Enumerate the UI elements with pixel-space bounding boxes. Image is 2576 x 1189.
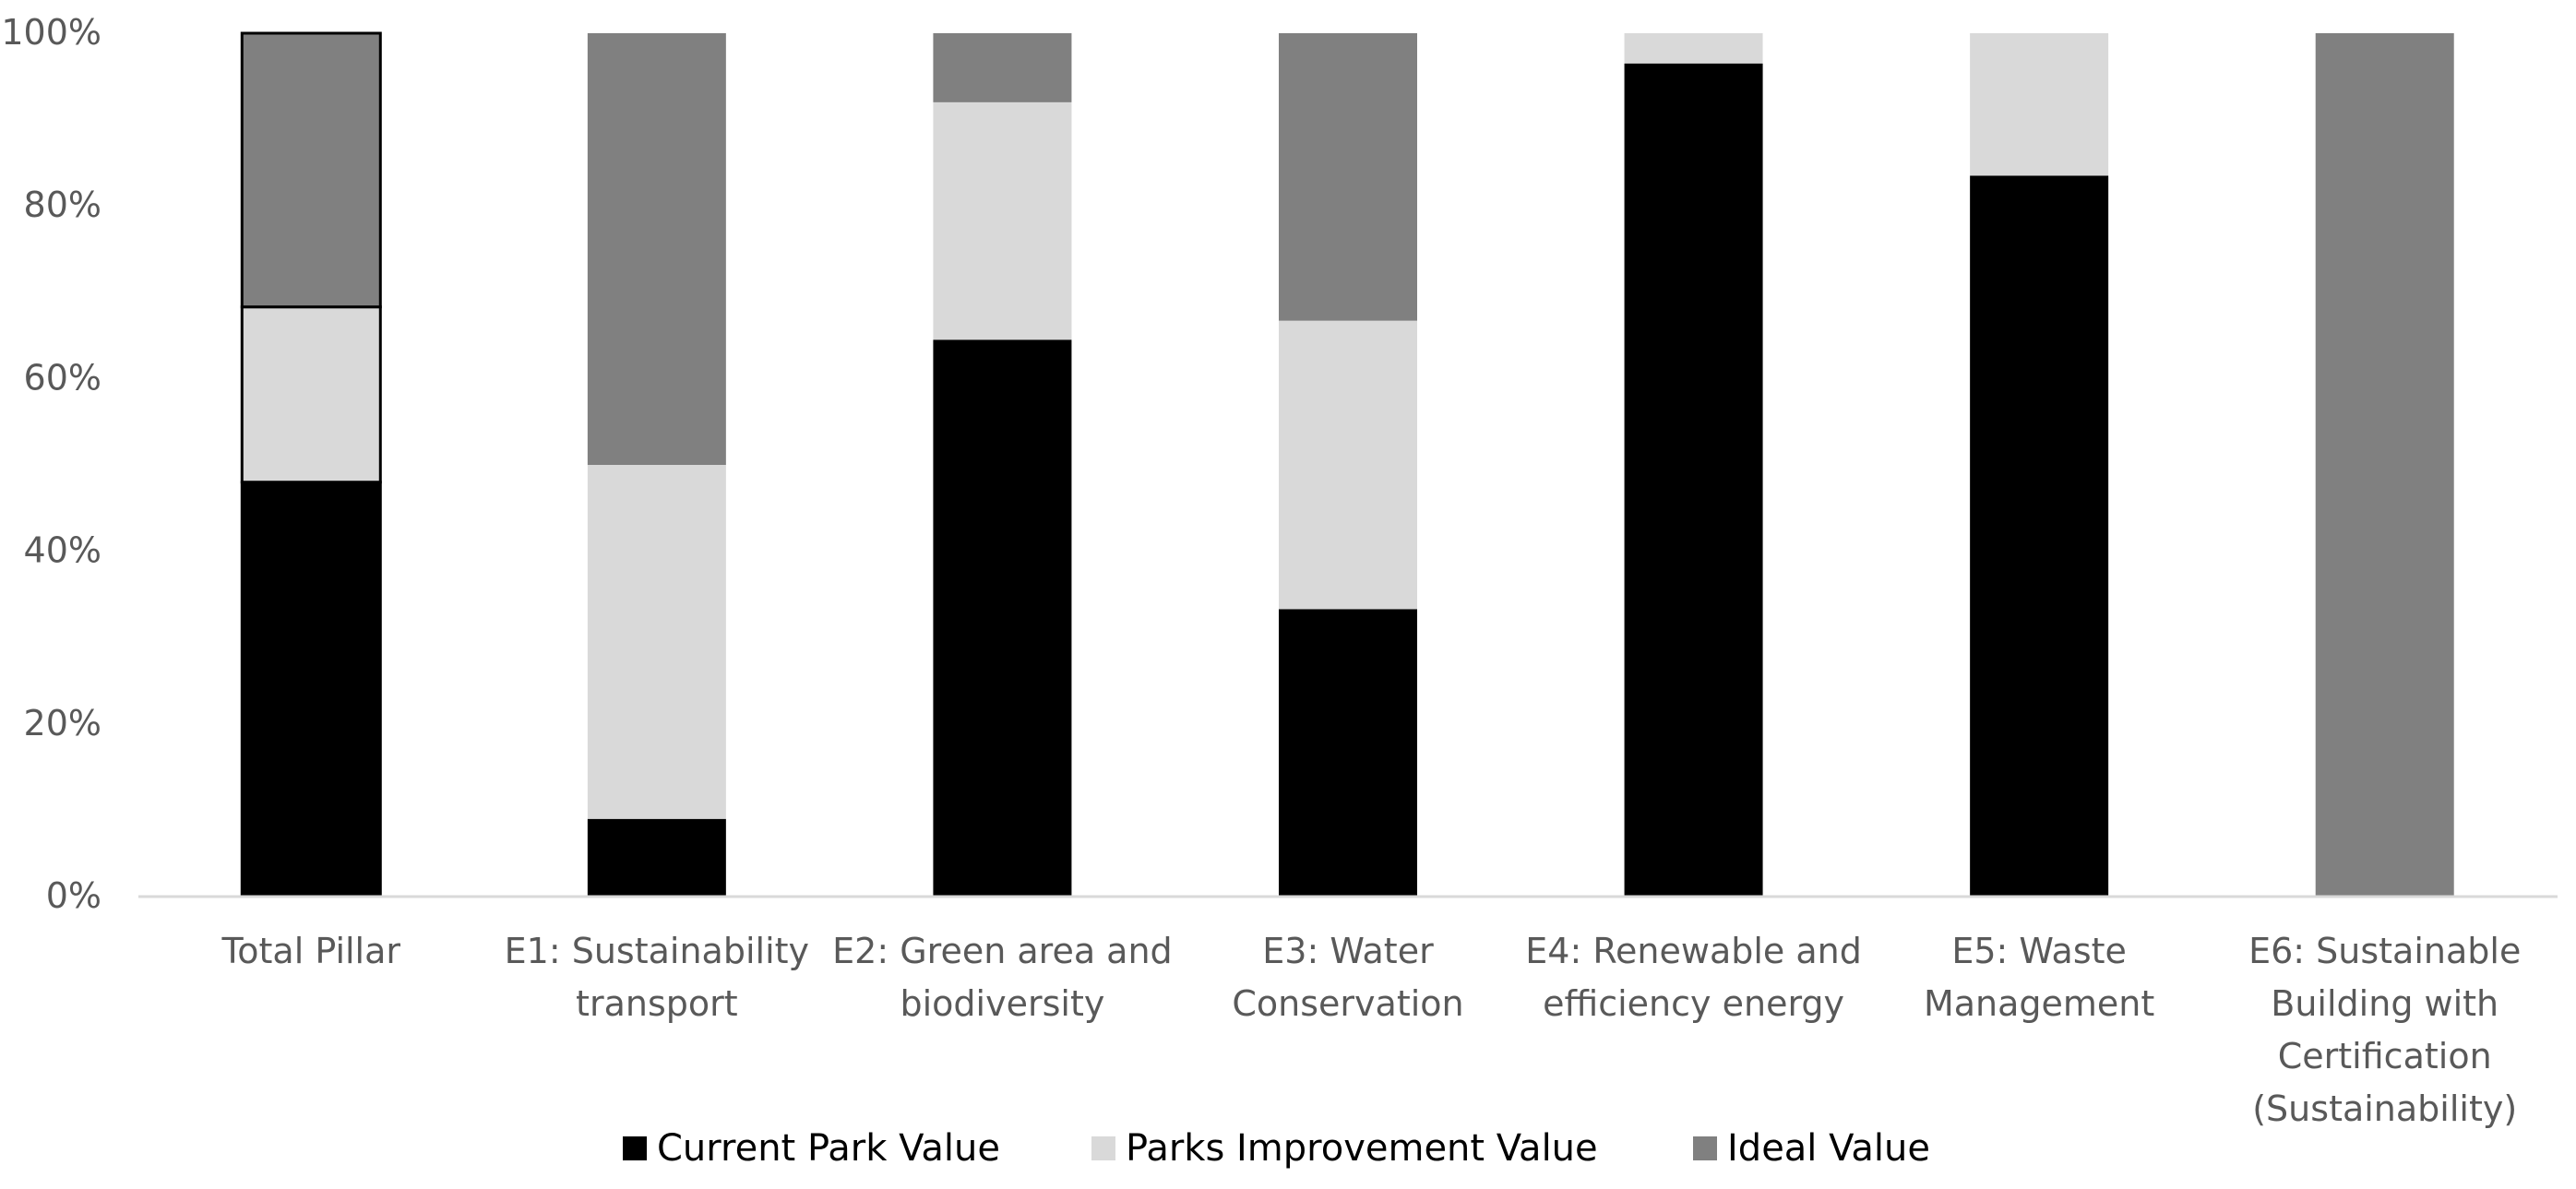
bar-segment (933, 33, 1072, 102)
x-category-label-line: Building with (2271, 983, 2498, 1024)
legend-swatch (623, 1136, 647, 1160)
y-axis-ticks: 0% 20% 40% 60% 80% 100% (1, 12, 101, 916)
x-category-label-line: Conservation (1232, 983, 1463, 1024)
bar-segment (1970, 33, 2109, 176)
legend: Current Park Value Parks Improvement Valu… (623, 1127, 1930, 1170)
bar-segment (240, 31, 382, 309)
legend-swatch (1091, 1136, 1115, 1160)
bar-segment (587, 33, 726, 465)
bar-segment (240, 481, 382, 898)
x-category-label: E6: Sustainable Building with Certificatio… (2248, 931, 2521, 1129)
x-category-label-line: (Sustainability) (2252, 1088, 2517, 1129)
x-category-label: E2: Green area and biodiversity (832, 931, 1173, 1024)
x-category-label-line: efficiency energy (1543, 983, 1844, 1024)
y-tick-label: 20% (24, 703, 101, 743)
x-category-label-line: E1: Sustainability (505, 931, 809, 971)
bar-segment (587, 465, 726, 819)
x-category-label-line: Total Pillar (221, 931, 401, 971)
x-category-label-line: E6: Sustainable (2248, 931, 2521, 971)
bar-segment (1624, 33, 1763, 64)
y-tick-label: 40% (24, 530, 101, 571)
x-category-label: E1: Sustainability transport (505, 931, 809, 1024)
bar-segment (1279, 33, 1417, 321)
bar-segment (587, 818, 726, 897)
bar-segment (1970, 175, 2109, 897)
y-tick-label: 80% (24, 184, 101, 225)
bar-segment (1624, 63, 1763, 897)
x-category-label: E4: Renewable and efficiency energy (1525, 931, 1862, 1024)
bar-segment (1279, 320, 1417, 610)
legend-label: Ideal Value (1727, 1127, 1930, 1170)
x-axis-labels: Total Pillar E1: Sustainability transportE… (221, 931, 2522, 1129)
bar-series (240, 31, 2454, 898)
x-category-label-line: E5: Waste (1951, 931, 2127, 971)
x-category-label-line: E2: Green area and (832, 931, 1173, 971)
x-category-label-line: transport (576, 983, 738, 1024)
y-tick-label: 100% (1, 12, 101, 53)
legend-label: Current Park Value (657, 1127, 1000, 1170)
x-category-label-line: E3: Water (1262, 931, 1434, 971)
x-category-label-line: E4: Renewable and (1525, 931, 1862, 971)
bar-segment (1279, 609, 1417, 897)
bar-segment (2315, 33, 2454, 897)
x-category-label-line: biodiversity (900, 983, 1105, 1024)
bar-segment (933, 339, 1072, 897)
y-tick-label: 0% (46, 875, 101, 916)
x-category-label-line: Management (1924, 983, 2154, 1024)
x-category-label: Total Pillar (221, 931, 401, 971)
x-category-label: E3: Water Conservation (1232, 931, 1463, 1024)
legend-swatch (1693, 1136, 1717, 1160)
bar-segment (933, 101, 1072, 340)
legend-label: Parks Improvement Value (1126, 1127, 1598, 1170)
bar-segment (240, 305, 382, 484)
x-category-label: E5: Waste Management (1924, 931, 2154, 1024)
y-tick-label: 60% (24, 357, 101, 398)
x-category-label-line: Certification (2278, 1036, 2492, 1076)
